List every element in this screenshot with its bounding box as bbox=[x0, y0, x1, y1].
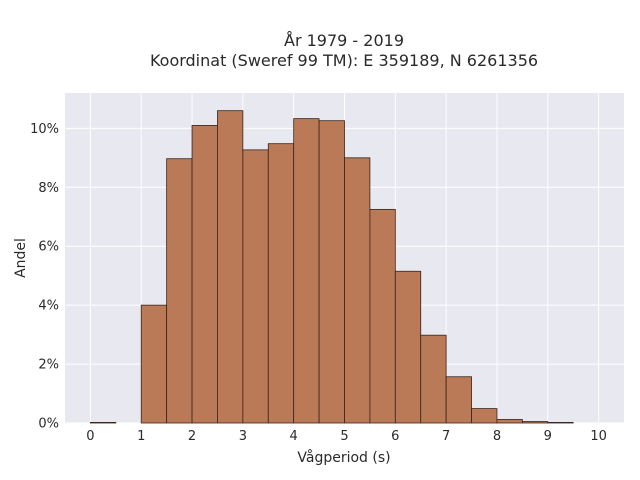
histogram-bar bbox=[293, 118, 320, 424]
bars bbox=[90, 110, 574, 424]
histogram-bar bbox=[471, 408, 498, 424]
histogram-bar bbox=[496, 419, 523, 424]
x-tick-label: 0 bbox=[86, 429, 94, 444]
x-tick-label: 9 bbox=[544, 429, 552, 444]
x-tick-label: 5 bbox=[340, 429, 348, 444]
x-tick-label: 1 bbox=[137, 429, 145, 444]
histogram-bar bbox=[318, 120, 345, 424]
histogram-bar bbox=[521, 421, 549, 424]
histogram-bar bbox=[217, 110, 244, 424]
x-tick-label: 6 bbox=[391, 429, 399, 444]
y-tick-label: 4% bbox=[38, 299, 59, 314]
y-tick-label: 8% bbox=[38, 181, 59, 196]
chart-title-line-1: År 1979 - 2019 bbox=[284, 31, 404, 50]
y-axis-ticks: 0% 2% 4% 6% 8% 10% bbox=[30, 122, 59, 432]
histogram-bar bbox=[394, 270, 422, 424]
x-axis-ticks: 0 1 2 3 4 5 6 7 8 9 10 bbox=[86, 429, 607, 444]
x-tick-label: 4 bbox=[290, 429, 298, 444]
x-axis-label: Vågperiod (s) bbox=[297, 449, 390, 466]
y-axis-label: Andel bbox=[13, 238, 29, 278]
histogram-bar bbox=[344, 157, 371, 424]
x-tick-label: 3 bbox=[239, 429, 247, 444]
y-tick-label: 0% bbox=[38, 417, 59, 432]
histogram-bar bbox=[267, 143, 295, 424]
histogram-bar bbox=[445, 376, 472, 424]
histogram-bar bbox=[140, 304, 168, 424]
histogram-bar bbox=[369, 208, 396, 424]
x-tick-label: 8 bbox=[493, 429, 501, 444]
chart-title-line-2: Koordinat (Sweref 99 TM): E 359189, N 62… bbox=[150, 51, 538, 70]
histogram-bar bbox=[242, 149, 269, 424]
histogram-bar bbox=[90, 422, 117, 424]
y-tick-label: 2% bbox=[38, 358, 59, 373]
histogram-bar bbox=[420, 334, 447, 424]
x-tick-label: 7 bbox=[442, 429, 450, 444]
histogram-bar bbox=[547, 422, 574, 424]
histogram-bar bbox=[166, 158, 193, 424]
histogram-bar bbox=[191, 125, 218, 424]
x-tick-label: 10 bbox=[590, 429, 607, 444]
y-tick-label: 10% bbox=[30, 122, 59, 137]
y-tick-label: 6% bbox=[38, 240, 59, 255]
x-tick-label: 2 bbox=[188, 429, 196, 444]
